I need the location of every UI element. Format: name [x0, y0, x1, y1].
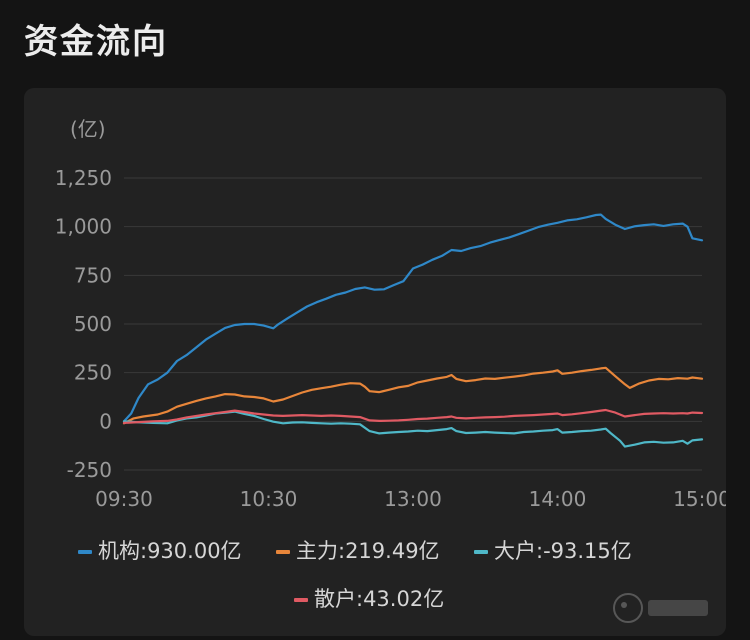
watermark-logo	[613, 593, 708, 623]
fund-flow-chart: (亿) 1,250 1,000 750 500 250 0 -250 09:30 10:30 1…	[55, 117, 726, 623]
legend-label: 主力:219.49亿	[296, 539, 440, 563]
series-line-3	[122, 408, 704, 424]
legend-swatch	[294, 598, 308, 602]
y-tick-label: 500	[74, 312, 112, 336]
legend-swatch	[276, 550, 290, 554]
series-line-0	[122, 213, 704, 423]
y-tick-label: 250	[74, 361, 112, 385]
x-tick-label: 09:30	[95, 487, 153, 511]
series-line-1	[122, 366, 704, 425]
legend-label: 大户:-93.15亿	[494, 539, 632, 563]
legend-label: 机构:930.00亿	[98, 539, 242, 563]
page-title: 资金流向	[24, 22, 168, 62]
x-tick-label: 13:00	[384, 487, 442, 511]
y-unit-label: (亿)	[70, 117, 106, 141]
legend-swatch	[474, 550, 488, 554]
y-tick-label: 1,000	[55, 215, 112, 239]
y-tick-label: 1,250	[55, 166, 112, 190]
y-tick-label: 750	[74, 263, 112, 287]
y-tick-label: -250	[67, 458, 112, 482]
chart-card: (亿) 1,250 1,000 750 500 250 0 -250 09:30 10:30 1…	[24, 88, 726, 636]
legend-swatch	[78, 550, 92, 554]
y-tick-label: 0	[99, 409, 112, 433]
series-line-2	[122, 410, 704, 448]
x-tick-label: 15:00	[673, 487, 726, 511]
x-tick-label: 14:00	[529, 487, 587, 511]
legend-label: 散户:43.02亿	[314, 587, 444, 611]
x-tick-label: 10:30	[240, 487, 298, 511]
